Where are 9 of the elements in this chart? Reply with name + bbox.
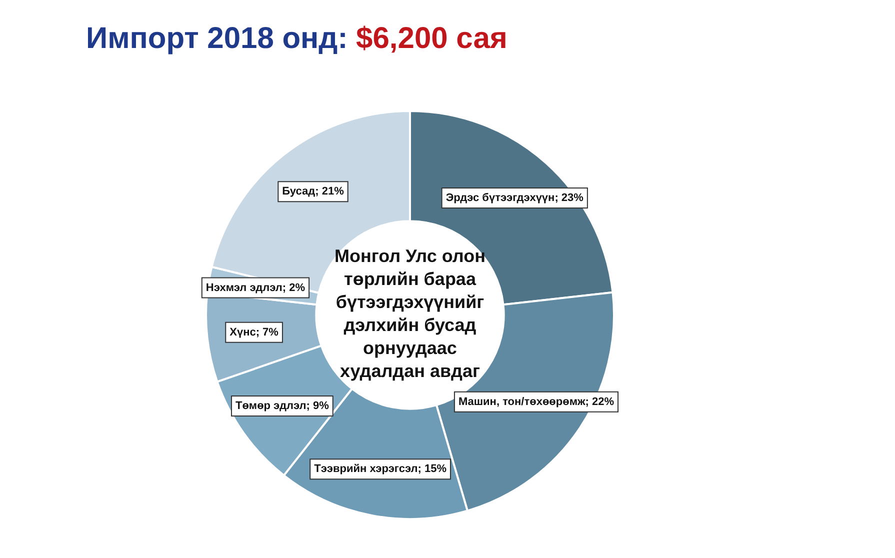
chart-title: Импорт 2018 онд: $6,200 сая (86, 22, 508, 56)
slice-label: Төмөр эдлэл; 9% (235, 400, 330, 412)
slice-label: Машин, тон/төхөөрөмж; 22% (458, 396, 614, 408)
slice-label: Хүнс; 7% (230, 326, 279, 338)
slice-label: Нэхмэл эдлэл; 2% (206, 282, 306, 294)
slice-label: Тээврийн хэрэгсэл; 15% (314, 463, 447, 476)
text: Монгол Улс олон төрлийн бараа бүтээгдэхүүнийг дэлхийн бусад орнуудаас худалдан авдаг (334, 245, 486, 383)
slice-label: Эрдэс бүтээгдэхүүн; 23% (446, 192, 584, 204)
slice-label: Бусад; 21% (282, 186, 344, 198)
